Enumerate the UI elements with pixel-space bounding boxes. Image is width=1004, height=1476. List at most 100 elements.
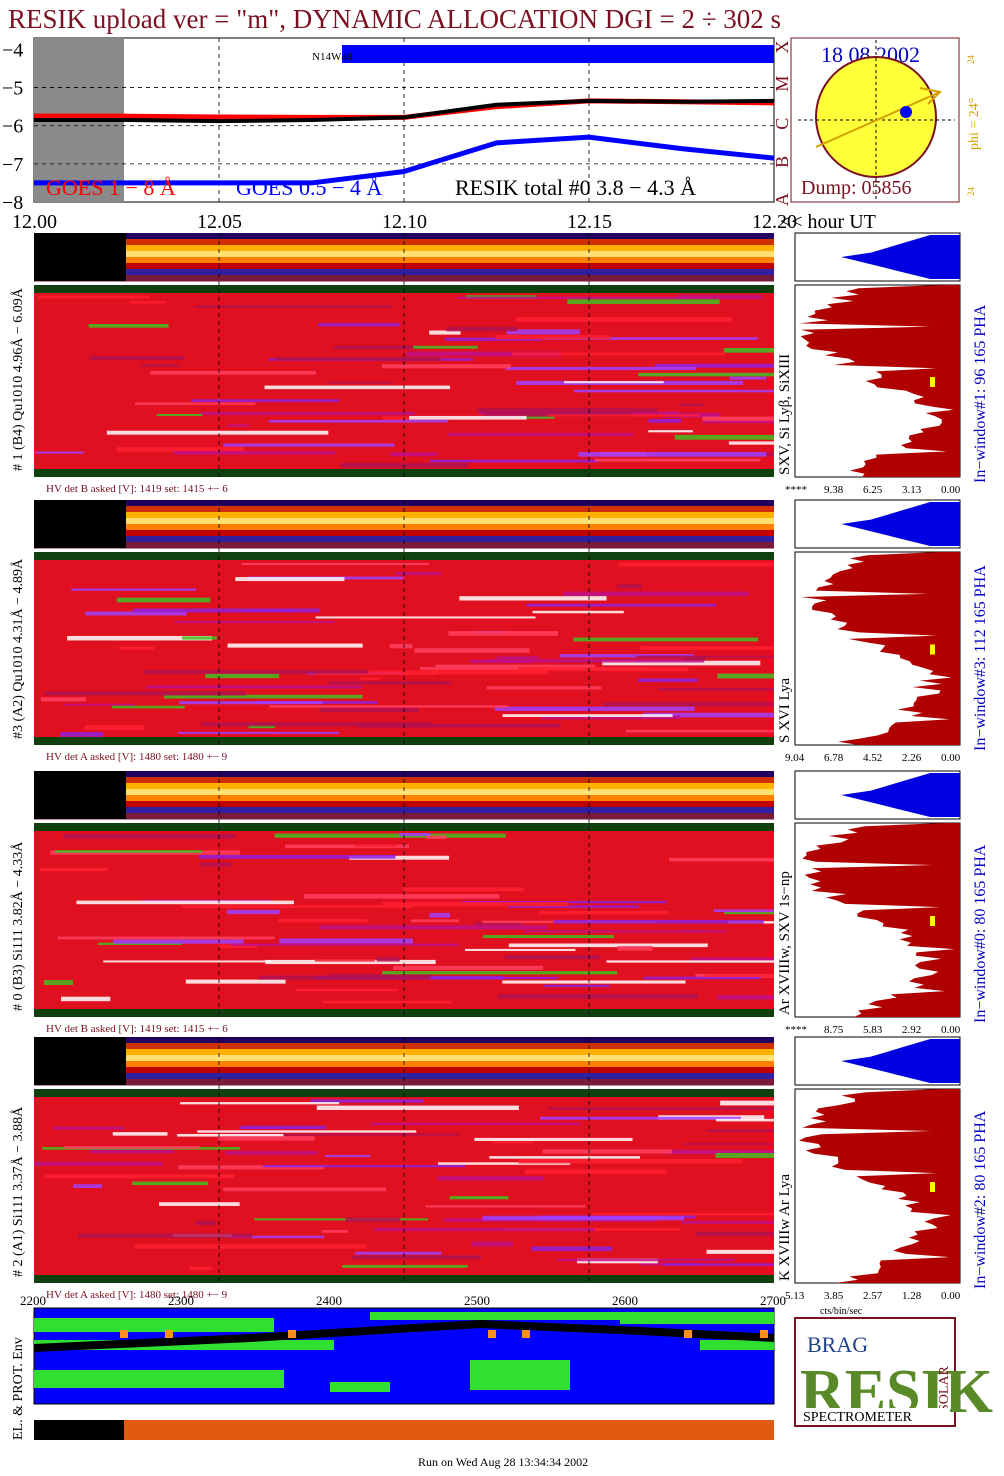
orbit-tick-label: 2600 — [612, 1293, 638, 1308]
channel-side-label: # 2 (A1) Si111 3.37Å − 3.88Å — [10, 1106, 26, 1277]
spectral-streak — [489, 1156, 640, 1159]
goes-ylabel: −8 — [2, 192, 23, 214]
spectral-streak — [457, 296, 686, 300]
spectral-streak — [89, 1149, 174, 1154]
spectral-streak — [616, 584, 642, 589]
spectral-streak — [134, 1244, 367, 1249]
spectral-streak — [449, 1196, 509, 1200]
spectral-streak — [43, 980, 73, 986]
spectral-streak — [141, 364, 179, 367]
spectral-streak — [316, 1105, 519, 1111]
spectral-streak — [174, 620, 335, 624]
spectral-streak — [333, 345, 419, 350]
active-region-label: N14W48 — [312, 51, 353, 63]
spectral-streak — [547, 1107, 774, 1110]
orbit-track — [33, 1319, 775, 1352]
spectral-streak — [678, 295, 763, 300]
channel-hv-label: HV det B asked [V]: 1419 set: 1415 +− 6 — [46, 483, 228, 495]
spectral-streak — [702, 416, 774, 421]
spectral-streak — [496, 656, 540, 659]
spectral-streak — [268, 419, 449, 423]
spectral-streak — [444, 337, 542, 341]
orbit-env-region — [470, 1360, 570, 1390]
spectral-streak — [553, 919, 764, 924]
strip-band — [34, 251, 774, 258]
spectral-streak — [258, 975, 430, 980]
spectral-streak — [34, 1161, 163, 1166]
spectral-streak — [657, 687, 774, 691]
spectral-streak — [279, 938, 413, 944]
channel-panel-0: # 1 (B4) Qu1010 4.96Å − 6.09Å SXV, Si Lyβ… — [10, 232, 989, 496]
spectral-streak — [382, 971, 618, 975]
pha-histogram — [841, 773, 960, 817]
spectrum-axis-tick: 5.83 — [863, 1024, 883, 1036]
orbit-tick-label: 2500 — [464, 1293, 490, 1308]
spectral-streak — [40, 697, 86, 702]
phi-label: phi = 24° — [967, 98, 982, 150]
spectral-streak — [373, 1228, 595, 1232]
spectral-streak — [562, 591, 749, 597]
orbit-marker — [488, 1330, 496, 1338]
spectral-streak — [474, 1137, 633, 1141]
spectral-streak — [524, 1169, 668, 1174]
spectral-streak — [201, 722, 433, 727]
strip-band — [34, 245, 774, 252]
spectral-streak — [683, 656, 706, 661]
spectral-streak — [544, 984, 610, 988]
spectral-streak — [77, 1233, 253, 1239]
spectral-streak — [329, 381, 392, 384]
spectrum-marker — [930, 644, 935, 655]
spectral-streak — [502, 714, 673, 717]
spectral-streak — [303, 894, 500, 899]
spectral-streak — [414, 648, 530, 653]
channel-lines-label: Ar XVIIIw, SXV 1s−np — [777, 871, 793, 1015]
spectral-streak — [84, 725, 145, 731]
spectral-streak — [723, 347, 774, 353]
strip-band — [34, 807, 774, 814]
spectral-streak — [179, 1102, 340, 1105]
spectral-streak — [664, 1149, 774, 1155]
spectral-streak — [322, 1000, 452, 1004]
channel-side-label: # 1 (B4) Qu1010 4.96Å − 6.09Å — [10, 287, 26, 471]
spectrum-axis-tick: 2.26 — [902, 752, 922, 764]
strip-band — [34, 783, 774, 790]
spectral-streak — [226, 909, 280, 915]
spectral-streak — [38, 295, 150, 299]
spectrum-profile — [800, 552, 960, 745]
spectral-streak — [399, 833, 431, 837]
spectrum-axis-tick: 2.92 — [902, 1024, 921, 1036]
channel-hv-label: HV det A asked [V]: 1480 set: 1480 +− 9 — [46, 1289, 228, 1301]
phi-arrow — [815, 91, 941, 148]
spectral-streak — [507, 905, 639, 908]
spectral-streak — [522, 415, 555, 419]
spectral-streak — [406, 351, 562, 357]
spectral-streak — [382, 416, 410, 422]
spectral-streak — [194, 1220, 217, 1226]
spectral-streak — [88, 323, 169, 328]
spectral-streak — [112, 1132, 168, 1136]
spectral-streak — [559, 654, 694, 658]
strip-band — [34, 1055, 774, 1062]
spectral-streak — [240, 1125, 326, 1130]
spectral-streak — [97, 942, 182, 945]
spectral-streak — [179, 701, 323, 705]
dump-label: Dump: 05856 — [801, 177, 912, 199]
spectral-streak — [345, 1217, 401, 1222]
spectral-streak — [506, 329, 580, 335]
spectral-streak — [435, 664, 596, 668]
time-axis: << hour UT 12.00 12.05 12.10 12.15 12.20 — [12, 211, 876, 233]
spectrum-axis-tick: 0.00 — [941, 1290, 961, 1302]
spectral-streak — [319, 707, 419, 713]
spectral-streak — [540, 1116, 741, 1120]
spectral-streak — [654, 363, 774, 368]
time-unit-label: << hour UT — [780, 211, 876, 233]
spectral-streak — [706, 1249, 774, 1254]
goes-class-label: C — [772, 118, 792, 130]
spectral-streak — [486, 686, 602, 690]
channel-panel-3: # 2 (A1) Si111 3.37Å − 3.88Å K XVIIIw Ar … — [10, 1036, 989, 1302]
spectral-streak — [497, 994, 699, 999]
spectral-streak — [218, 944, 258, 948]
spectral-streak — [573, 389, 774, 393]
orbit-tick-label: 2400 — [316, 1293, 342, 1308]
spectral-streak — [132, 1181, 209, 1186]
